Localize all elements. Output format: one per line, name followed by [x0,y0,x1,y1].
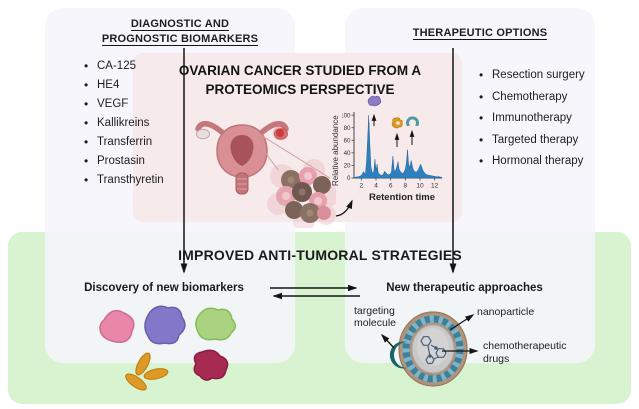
chart-xlabel: Retention time [369,192,435,203]
list-item: HE4 [84,76,164,95]
chart-tick: 10 [416,183,424,190]
chart-tick: 100 [342,112,351,119]
protein-blob-pink [99,309,135,344]
antibody-blob-orange [125,352,169,391]
therapeutic-approaches-caption: New therapeutic approaches [386,282,543,294]
therapeutic-header: THERAPEUTIC OPTIONS [380,26,580,41]
strategies-title: IMPROVED ANTI-TUMORAL STRATEGIES [178,247,462,263]
central-title-line2: PROTEOMICS PERSPECTIVE [205,82,395,97]
fallopian-tube-left [195,120,227,137]
chart-tick: 4 [374,183,378,190]
list-item: Transferrin [84,133,164,152]
list-item: Hormonal therapy [479,151,585,173]
list-item: Kallikreins [84,114,164,133]
tumor-cell-cluster [267,159,336,228]
discovery-caption: Discovery of new biomarkers [84,282,244,294]
chromatogram-trace [353,115,443,179]
chart-tick: 12 [431,183,439,190]
protein-blob-teal-icon [406,116,419,126]
chart-tick: 60 [344,137,351,144]
list-item: Chemotherapy [479,87,585,109]
list-item: Targeted therapy [479,130,585,152]
lipid-ring-segments [402,315,464,383]
central-title-line1: OVARIAN CANCER STUDIED FROM A [178,63,422,78]
chart-tick: 8 [404,183,408,190]
tumor-spot [276,129,284,137]
protein-blob-purple [144,305,186,345]
chart-tick: 6 [389,183,393,190]
chart-tick: 20 [344,163,351,170]
protein-blob-green [195,307,236,341]
list-item: Prostasin [84,152,164,171]
biomarkers-header-line1: DIAGNOSTIC AND [130,18,230,31]
cervix-ridges [237,178,247,190]
protein-blob-maroon [193,349,229,381]
biomarkers-list: CA-125 HE4 VEGF Kallikreins Transferrin … [84,57,164,190]
biomarkers-header: DIAGNOSTIC AND PROGNOSTIC BIOMARKERS [80,17,280,47]
list-item: VEGF [84,95,164,114]
nanoparticle-label: nanoparticle [477,306,535,318]
drug-molecules [420,336,447,365]
chromatogram-chart: 2 4 6 8 10 12 0 20 40 60 80 100 [342,112,443,190]
list-item: Transthyretin [84,171,164,190]
list-item: Immunotherapy [479,108,585,130]
biomarkers-header-line2: PROGNOSTIC BIOMARKERS [101,33,259,46]
chart-tick: 2 [360,183,364,190]
ovary-left [196,128,210,140]
therapeutic-header-text: THERAPEUTIC OPTIONS [412,27,548,40]
list-item: CA-125 [84,57,164,76]
protein-blob-orange-icon [391,117,403,129]
list-item: Resection surgery [479,65,585,87]
protein-blob-purple-icon [367,95,382,107]
chemo-drugs-label: chemotherapeutic drugs [483,340,567,365]
chart-tick: 0 [347,175,351,182]
central-title: OVARIAN CANCER STUDIED FROM A PROTEOMICS… [150,61,450,99]
core-highlight [417,328,449,366]
biomarker-blobs [99,305,236,391]
chart-tick: 40 [344,150,351,157]
chart-tick: 80 [344,125,351,132]
therapeutic-list: Resection surgery Chemotherapy Immunothe… [479,65,585,173]
targeting-molecule-label: targeting molecule [354,305,397,329]
